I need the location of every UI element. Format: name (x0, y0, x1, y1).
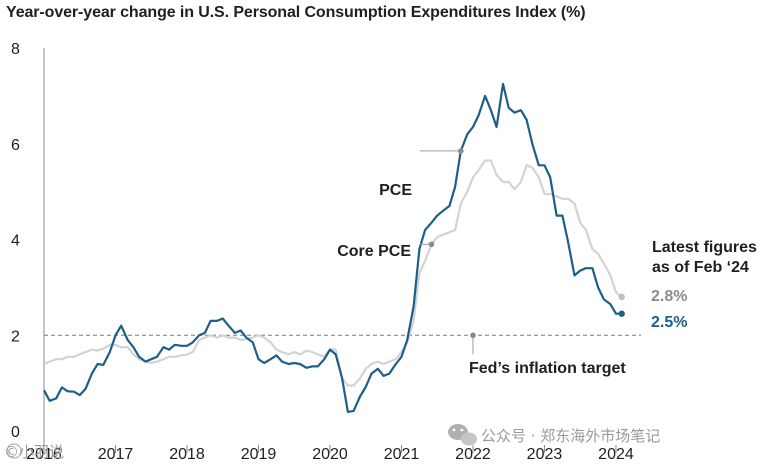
pce-leader-dot (458, 148, 464, 154)
latest-figures-line2: as of Feb ‘24 (652, 259, 749, 276)
callouts: PCE Core PCE Fed’s inflation target Late… (337, 148, 757, 377)
watermark-left-text: ©小羽说 (4, 443, 64, 461)
x-axis-ticks: 2016 2017 2018 2019 2020 2021 2022 2023 2024 (26, 445, 634, 463)
x-tick-label: 2020 (312, 446, 348, 463)
y-tick-label: 2 (11, 328, 20, 345)
core-pce-latest-dot (618, 293, 625, 301)
latest-figures-line1: Latest figures (652, 239, 757, 256)
y-axis-ticks: 0 2 4 6 8 (11, 41, 20, 441)
watermark-right-text: 公众号 · 郑东海外市场笔记 (481, 427, 660, 445)
series-marks (618, 293, 625, 317)
x-tick-label: 2019 (241, 446, 277, 463)
x-tick-label: 2017 (98, 446, 134, 463)
wechat-icon (448, 424, 477, 446)
target-leader-dot (470, 332, 476, 339)
x-tick-label: 2021 (384, 446, 420, 463)
y-tick-label: 8 (11, 41, 20, 58)
pce-latest-dot (618, 310, 625, 317)
watermark-left-icon (6, 443, 22, 459)
y-tick-label: 0 (11, 424, 20, 441)
target-label: Fed’s inflation target (469, 360, 626, 377)
x-tick-label: 2022 (455, 446, 491, 463)
y-tick-label: 6 (11, 137, 20, 154)
x-tick-label: 2018 (169, 446, 205, 463)
core-pce-label: Core PCE (337, 243, 411, 260)
y-tick-label: 4 (11, 233, 20, 250)
chart-title: Year-over-year change in U.S. Personal C… (6, 4, 586, 21)
core-pce-leader-dot (428, 241, 435, 248)
core-pce-line (43, 159, 623, 387)
pce-label: PCE (379, 182, 412, 199)
x-tick-label: 2024 (598, 446, 634, 463)
watermark: ©小羽说 公众号 · 郑东海外市场笔记 (4, 424, 660, 461)
latest-core-value: 2.8% (651, 288, 687, 305)
latest-pce-value: 2.5% (651, 314, 687, 331)
pce-line (43, 82, 622, 413)
x-tick-label: 2023 (527, 446, 563, 463)
